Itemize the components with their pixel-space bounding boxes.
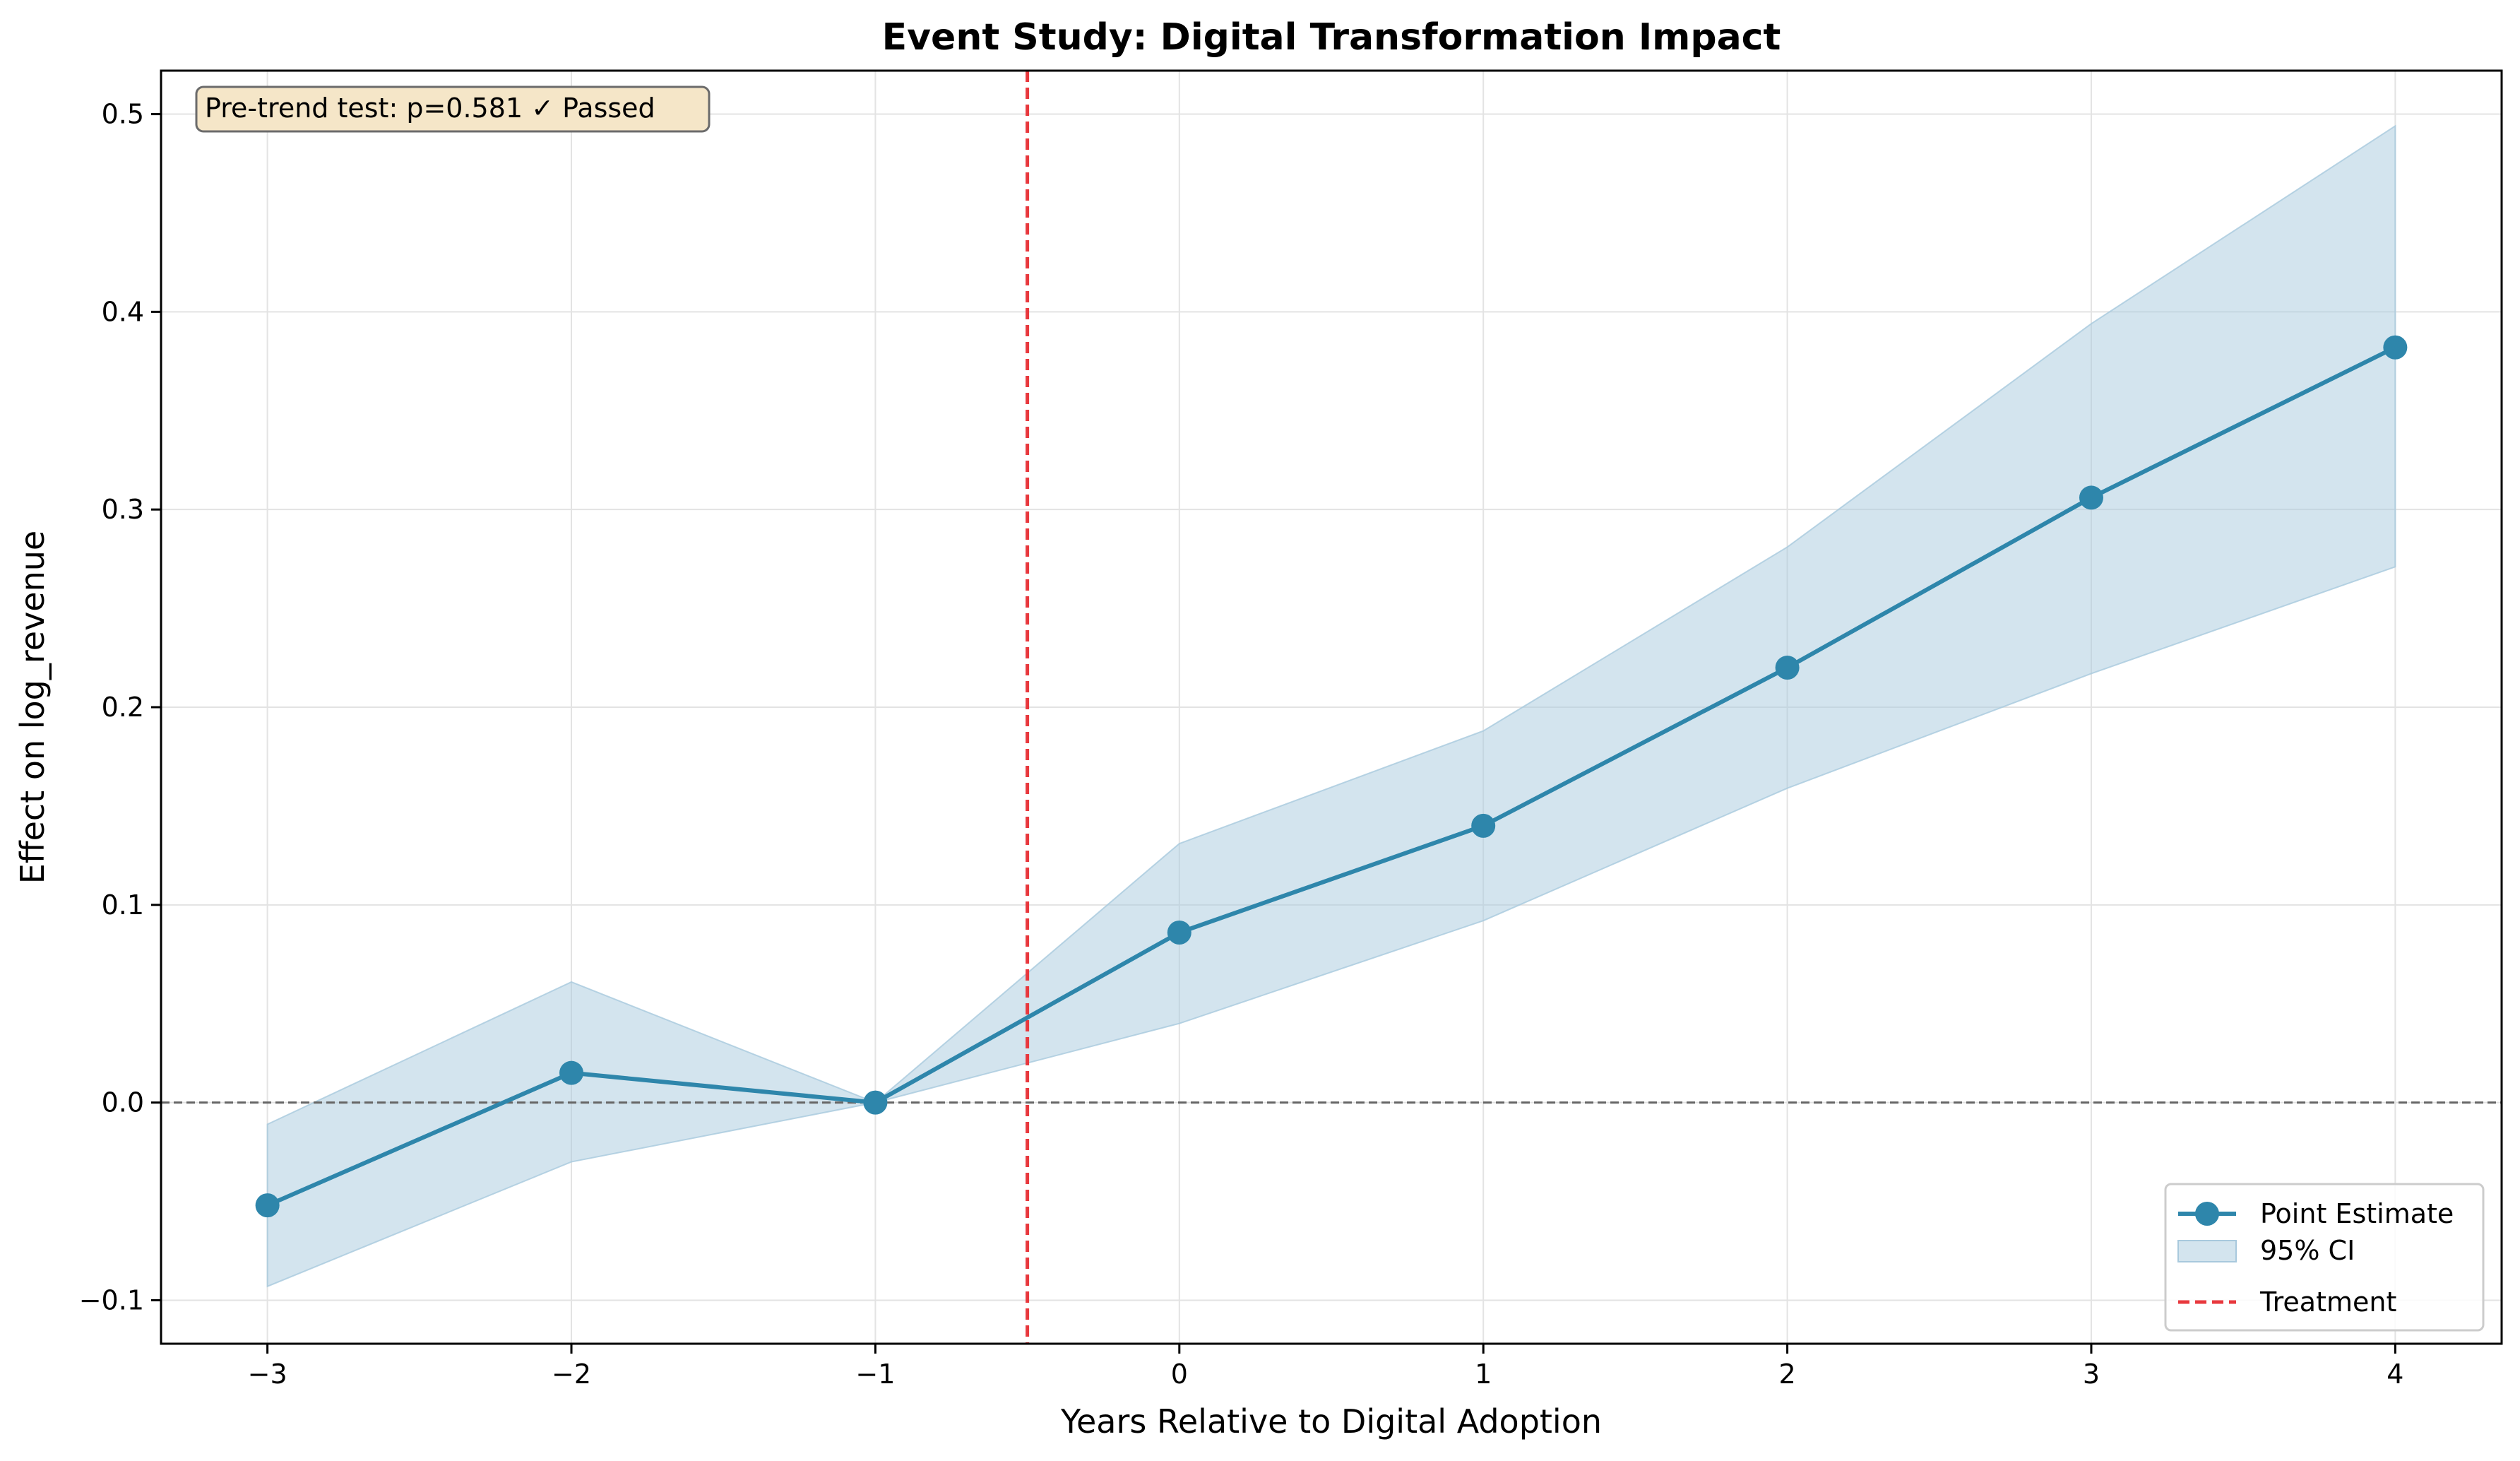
- x-tick-label: 4: [2387, 1359, 2403, 1390]
- legend-box: [2164, 1183, 2485, 1332]
- y-tick-label: 0.4: [102, 296, 144, 327]
- y-tick-label: 0.5: [102, 99, 144, 130]
- legend-ci-label: 95% CI: [2260, 1235, 2355, 1266]
- annotation-text: Pre-trend test: p=0.581 ✓ Passed: [205, 93, 655, 124]
- x-tick-label: 2: [1778, 1359, 1795, 1390]
- reference-lines: [161, 71, 2502, 1344]
- point-estimate-series: [255, 335, 2408, 1218]
- point-estimate-marker: [559, 1060, 584, 1085]
- y-tick-label: 0.3: [102, 494, 144, 525]
- x-tick-label: 1: [1475, 1359, 1492, 1390]
- legend: Point Estimate 95% CI Treatment: [2164, 1183, 2485, 1332]
- x-tick-label: −1: [855, 1359, 895, 1390]
- point-estimate-marker: [2383, 335, 2408, 360]
- legend-point-estimate-marker: [2195, 1202, 2219, 1226]
- x-axis-label: Years Relative to Digital Adoption: [1060, 1402, 1602, 1441]
- legend-ci-swatch: [2177, 1240, 2237, 1262]
- point-estimate-marker: [255, 1193, 280, 1218]
- point-estimate-line: [266, 345, 2396, 1207]
- point-estimate-marker: [1775, 656, 1800, 680]
- legend-treatment-label: Treatment: [2259, 1286, 2396, 1318]
- x-axis-ticks: −3 −2 −1 0 1 2 3 4: [248, 1344, 2403, 1390]
- y-tick-label: −0.1: [79, 1284, 144, 1315]
- y-tick-label: 0.0: [102, 1087, 144, 1118]
- x-tick-label: 0: [1171, 1359, 1188, 1390]
- point-estimate-marker: [863, 1090, 888, 1115]
- point-estimate-marker: [1167, 920, 1191, 945]
- point-estimate-marker: [2079, 485, 2103, 510]
- confidence-band: [266, 124, 2396, 1288]
- x-tick-label: −3: [248, 1359, 287, 1390]
- chart-title: Event Study: Digital Transformation Impa…: [882, 16, 1781, 59]
- y-axis-ticks: −0.1 0.0 0.1 0.2 0.3 0.4 0.5: [79, 99, 161, 1315]
- ci-band-area: [266, 124, 2396, 1288]
- point-estimate-marker: [1471, 813, 1496, 838]
- annotation-box: [195, 85, 711, 133]
- x-tick-label: 3: [2083, 1359, 2100, 1390]
- x-tick-label: −2: [552, 1359, 591, 1390]
- pretrend-annotation: Pre-trend test: p=0.581 ✓ Passed: [195, 85, 711, 133]
- y-tick-label: 0.2: [102, 692, 144, 723]
- legend-point-estimate-label: Point Estimate: [2260, 1198, 2454, 1229]
- y-axis-label: Effect on log_revenue: [13, 531, 52, 884]
- y-tick-label: 0.1: [102, 889, 144, 921]
